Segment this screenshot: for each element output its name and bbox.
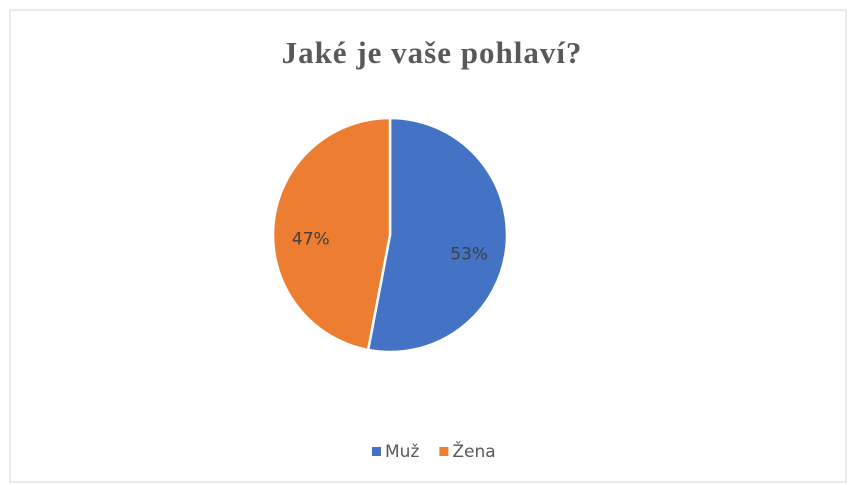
data-label: 47% xyxy=(292,230,330,250)
legend-label: Žena xyxy=(452,440,495,462)
data-label: 53% xyxy=(450,244,488,264)
chart-title: Jaké je vaše pohlaví? xyxy=(282,35,583,70)
pie-slice xyxy=(366,116,509,354)
legend-swatch xyxy=(372,447,381,456)
legend-label: Muž xyxy=(385,442,419,462)
pie-slice xyxy=(271,116,392,352)
legend-swatch xyxy=(439,447,449,456)
